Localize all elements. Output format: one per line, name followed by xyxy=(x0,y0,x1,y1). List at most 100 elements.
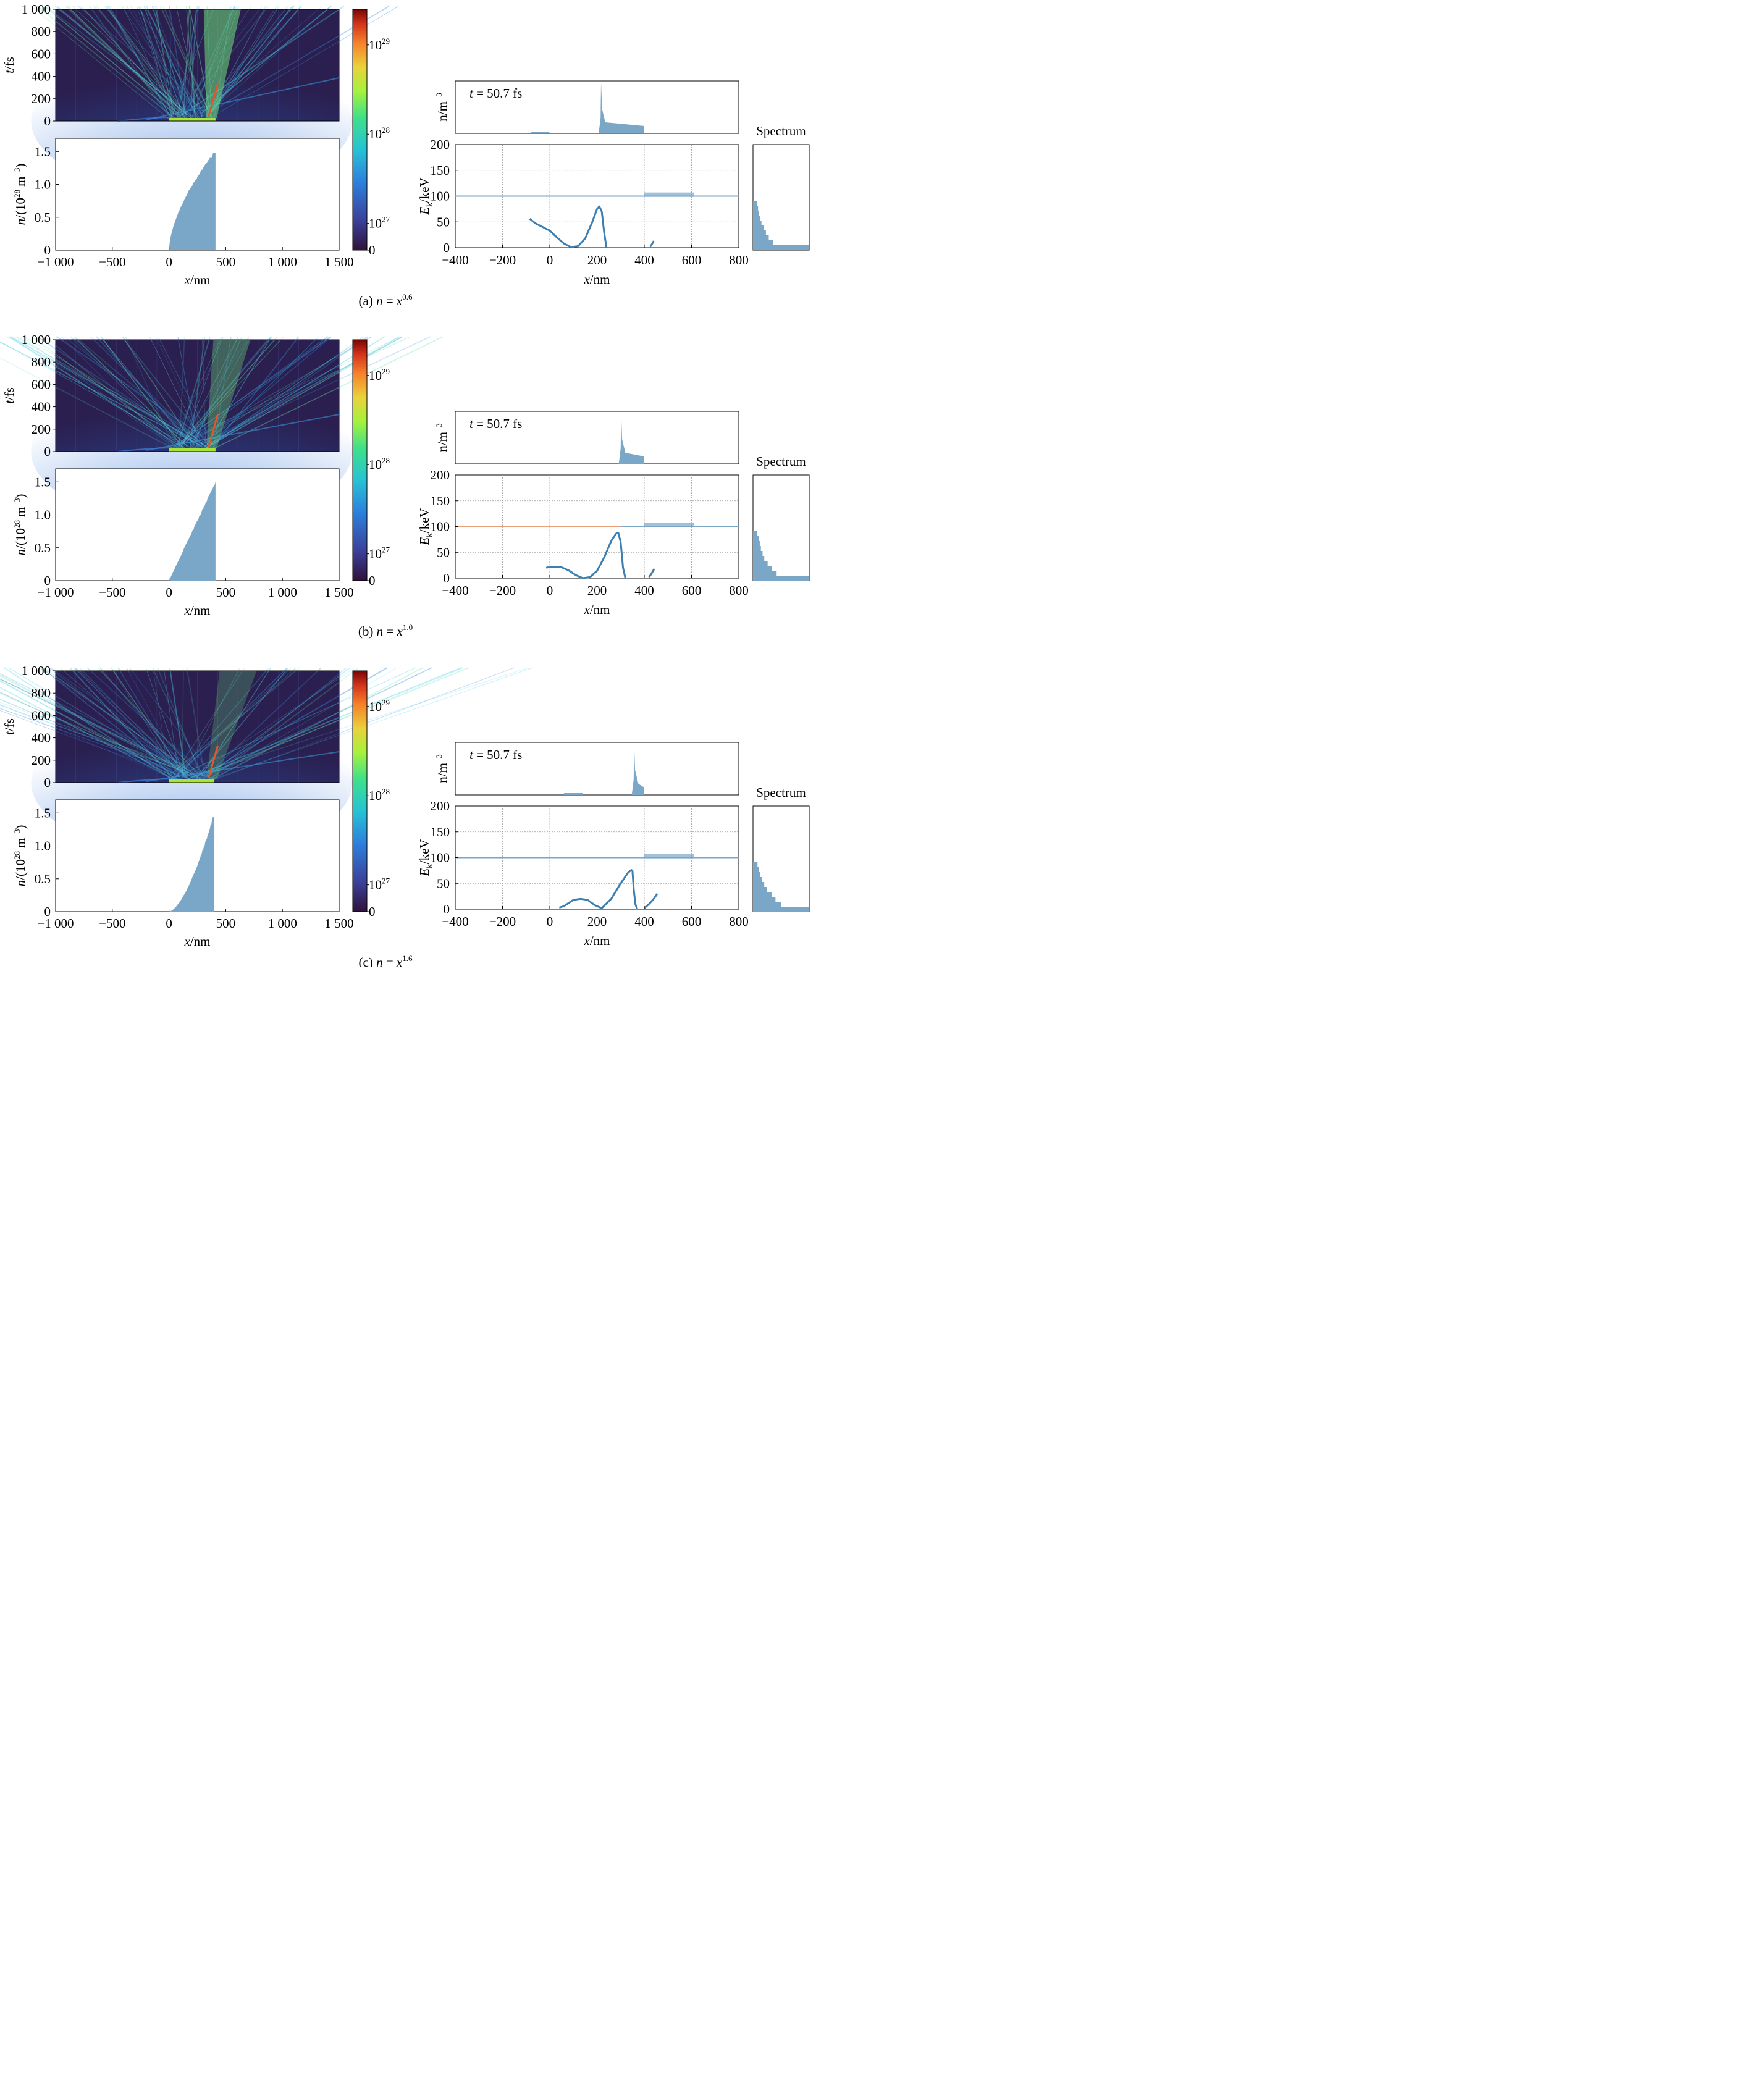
energy-ytick-label: 200 xyxy=(431,137,450,152)
heatmap-ray xyxy=(126,667,186,776)
density-xtick-label: −500 xyxy=(99,254,125,269)
heatmap-ray xyxy=(182,336,222,447)
heatmap-ray xyxy=(101,336,186,452)
heatmap-ray xyxy=(104,6,210,119)
density-plot: 0 0.5 1.0 1.5 −1 000 −500 0 500 1 000 1 500 n/(102… xyxy=(12,799,354,949)
snapshot-time-label: t = 50.7 fs xyxy=(469,747,522,762)
heatmap-ray xyxy=(176,336,250,446)
density-plot: 0 0.5 1.0 1.5 −1 000 −500 0 500 1 000 1 500 n/(102… xyxy=(12,468,354,618)
snapshot-low-density xyxy=(563,793,583,795)
heatmap-ray xyxy=(146,6,199,120)
label-rest: = 50.7 fs xyxy=(473,416,523,431)
xlabel-unit: /nm xyxy=(590,933,610,948)
heatmap-ray xyxy=(183,6,190,116)
heatmap-ray xyxy=(72,6,192,117)
heatmap-ray xyxy=(31,336,190,452)
energy-ytick-label: 150 xyxy=(431,825,450,839)
heatmap-ray xyxy=(41,667,182,779)
energy-xtick-label: 0 xyxy=(547,253,553,267)
heatmap-ytick-label: 1 000 xyxy=(22,2,51,17)
spectrum-frame xyxy=(752,144,810,251)
colorbar-tick-label: 1029 xyxy=(369,698,390,714)
heatmap-ray xyxy=(175,336,372,452)
energy-ytick-label: 50 xyxy=(437,876,450,891)
label-var: t xyxy=(469,416,474,431)
snapshot-low-density xyxy=(531,132,550,133)
density-xtick-label: −500 xyxy=(99,916,125,931)
density-ylabel: n/(1028 m−3) xyxy=(12,825,28,887)
heatmap-frame xyxy=(55,670,340,783)
heatmap-ray xyxy=(208,336,369,448)
heatmap-ray xyxy=(186,667,206,780)
tick-exp: 29 xyxy=(382,698,390,707)
ylabel-part: m xyxy=(13,176,28,190)
heatmap-ray xyxy=(4,667,177,783)
heatmap-ytick-label: 200 xyxy=(32,422,51,437)
heatmap-ray xyxy=(206,336,272,446)
heatmap-ray xyxy=(0,675,190,776)
energy-xtick-label: 200 xyxy=(587,253,607,267)
energy-xtick-label: 600 xyxy=(682,583,702,598)
spectrum-bar xyxy=(753,201,757,206)
heatmap-ytick-label: 800 xyxy=(32,355,51,369)
colorbar-tick-label: 1027 xyxy=(369,876,390,892)
heatmap-ray xyxy=(199,667,351,783)
energy-xtick-label: 0 xyxy=(547,914,553,929)
spectrum-bar xyxy=(753,240,773,245)
label-rest: = 50.7 fs xyxy=(473,86,523,101)
heatmap-ray xyxy=(178,667,292,776)
energy-xtick-label: 0 xyxy=(547,583,553,598)
density-xlabel: x/nm xyxy=(184,603,211,618)
heatmap-ray xyxy=(144,6,211,118)
energy-ytick-label: 100 xyxy=(431,519,450,534)
spectrum-bar xyxy=(753,235,769,240)
spectrum-title: Spectrum xyxy=(756,454,806,469)
heatmap-jet-right xyxy=(146,751,340,782)
heatmap-ray xyxy=(201,667,271,776)
ylabel-exp: 28 xyxy=(12,520,22,528)
density-ytick-label: 0 xyxy=(44,243,51,258)
heatmap-ray xyxy=(79,667,190,779)
ylabel-exp: 28 xyxy=(12,190,22,198)
density-xtick-label: 1 500 xyxy=(324,916,353,931)
heatmap-ray xyxy=(155,336,210,448)
snapshot-ylabel: n/m−3 xyxy=(434,93,450,122)
heatmap-ray xyxy=(40,667,201,778)
energy-xtick-label: 800 xyxy=(729,583,749,598)
heatmap-ray xyxy=(212,667,423,780)
ylabel-var: t xyxy=(2,731,17,735)
heatmap-ray xyxy=(56,6,188,116)
heatmap-ray xyxy=(200,667,322,782)
heatmap-ray xyxy=(179,336,185,451)
heatmap-ray xyxy=(175,336,224,450)
ylabel-var: n xyxy=(13,219,28,225)
heatmap-ray xyxy=(126,6,201,120)
heatmap-ray xyxy=(156,6,172,119)
heatmap-ray xyxy=(49,667,193,781)
heatmap-ray xyxy=(8,336,186,450)
figure: 0 200 400 600 800 1 000 t/fs 0 0.5 1.0 1.5 −1 000 −5… xyxy=(0,0,811,967)
spectrum-bar xyxy=(753,882,765,887)
ylabel-var: E xyxy=(417,868,432,877)
heatmap-ray xyxy=(44,336,180,450)
heatmap-ray xyxy=(14,336,215,448)
heatmap-ray xyxy=(151,6,188,120)
tick-exp: 27 xyxy=(382,215,390,224)
density-xtick-label: −1 000 xyxy=(37,585,74,600)
energy-plot: 0 50 100 150 200 −400 −200 0 200 400 600 800 Ek/keV x… xyxy=(417,799,749,948)
energy-bump xyxy=(644,854,694,859)
spectrum-bar xyxy=(753,902,781,907)
density-xtick-label: 1 000 xyxy=(268,585,297,600)
heatmap-ray xyxy=(175,336,272,450)
caption-var: n xyxy=(376,955,383,967)
heatmap-ray xyxy=(8,667,193,779)
ylabel-text: n/m xyxy=(435,101,450,122)
tick-base: 0 xyxy=(369,243,376,258)
heatmap-ytick-label: 400 xyxy=(32,69,51,84)
heatmap-ray xyxy=(177,336,211,446)
spectrum-bar xyxy=(753,556,765,561)
snapshot-time-label: t = 50.7 fs xyxy=(469,416,522,431)
heatmap-ytick-label: 800 xyxy=(32,686,51,700)
heatmap-ray xyxy=(74,336,191,450)
heatmap-ray xyxy=(74,336,210,451)
